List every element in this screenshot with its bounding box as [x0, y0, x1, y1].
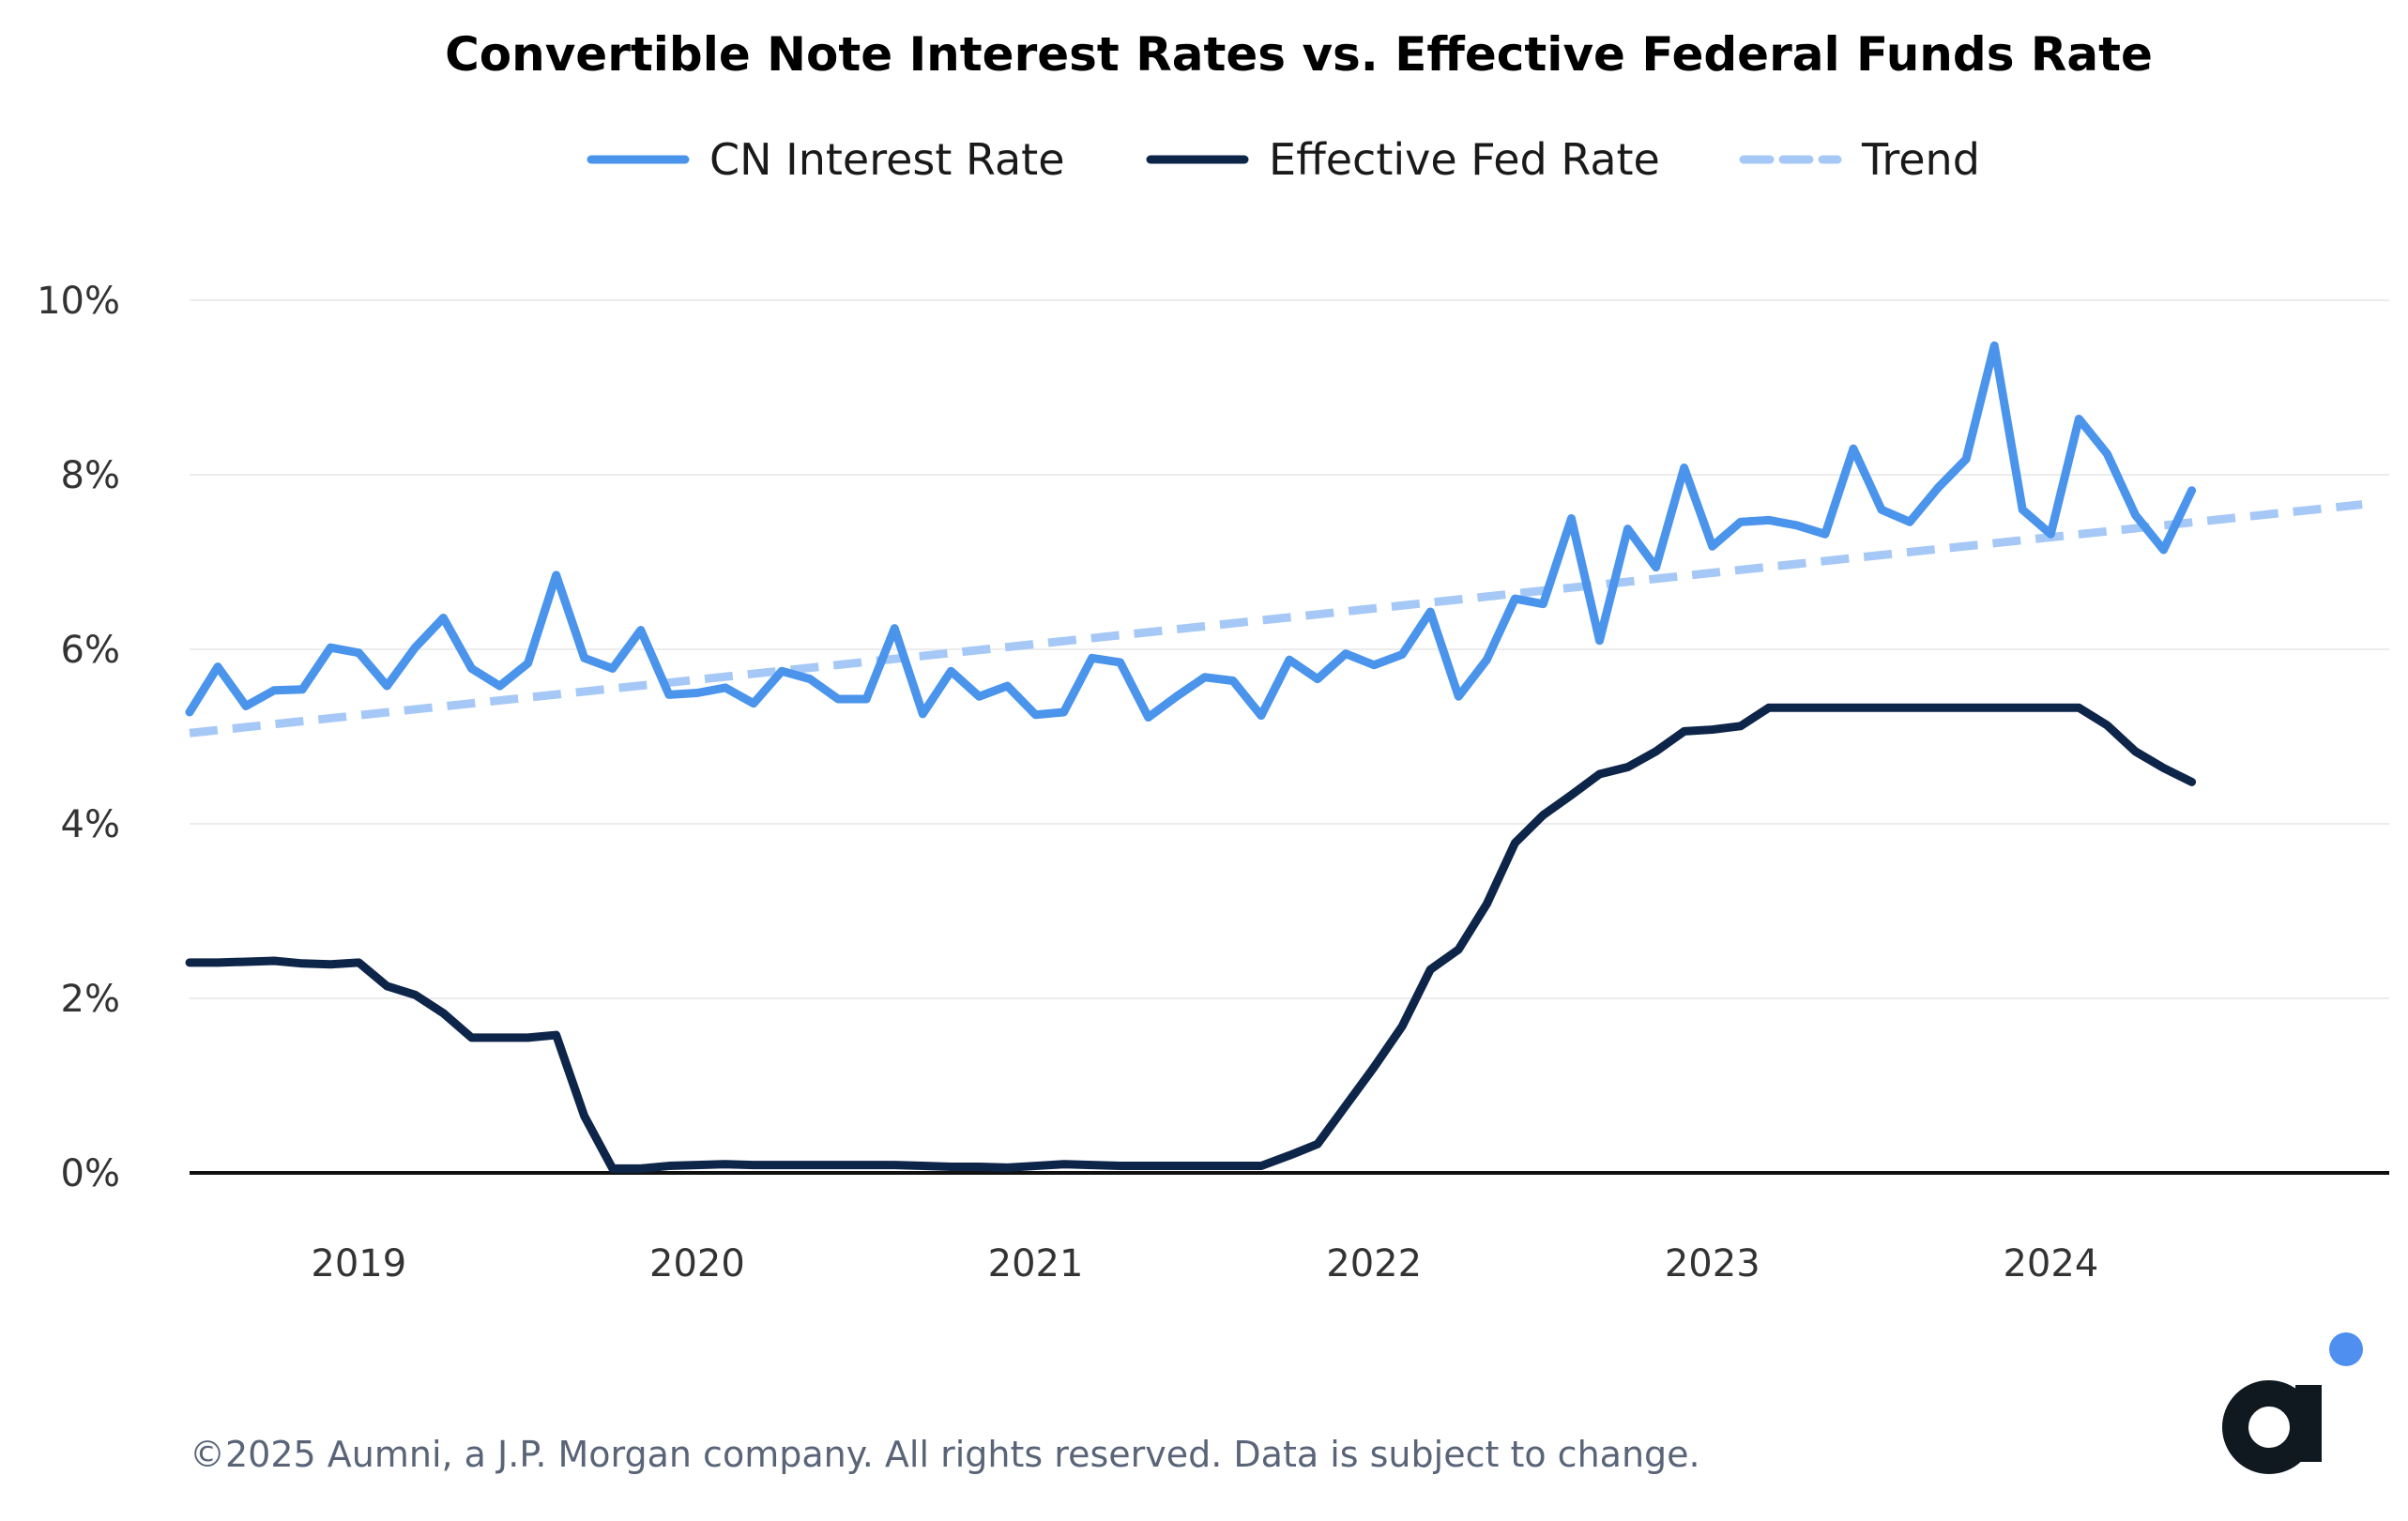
y-axis-tick-labels: 0% 2% 4% 6% 8% 10%: [37, 280, 120, 1195]
legend-item-trend[interactable]: Trend: [1739, 134, 1980, 185]
y-tick-label: 2%: [61, 978, 120, 1021]
legend-item-effective-fed-rate[interactable]: Effective Fed Rate: [1146, 134, 1660, 185]
legend-label-trend: Trend: [1861, 134, 1980, 185]
series-line-cn-interest-rate[interactable]: [185, 341, 2197, 722]
series-lines: [185, 341, 2363, 1173]
x-tick-label: 2021: [988, 1242, 1084, 1285]
legend-label-cn-interest-rate: CN Interest Rate: [709, 134, 1065, 185]
logo-letter-bowl: [2222, 1380, 2316, 1474]
y-tick-label: 10%: [37, 280, 120, 323]
y-tick-label: 8%: [61, 454, 120, 497]
gridlines: [190, 299, 2389, 999]
x-axis-tick-labels: 2019 2020 2021 2022 2023 2024: [311, 1242, 2098, 1285]
x-tick-label: 2022: [1326, 1242, 1422, 1285]
x-tick-label: 2019: [311, 1242, 406, 1285]
chart-title: Convertible Note Interest Rates vs. Effe…: [445, 27, 2153, 82]
legend-label-effective-fed-rate: Effective Fed Rate: [1269, 134, 1660, 185]
x-tick-label: 2023: [1665, 1242, 1760, 1285]
logo-dot: [2329, 1332, 2363, 1366]
legend: CN Interest Rate Effective Fed Rate Tren…: [587, 134, 1980, 185]
legend-item-cn-interest-rate[interactable]: CN Interest Rate: [587, 134, 1065, 185]
x-tick-label: 2024: [2003, 1242, 2098, 1285]
aumni-logo: [2222, 1332, 2363, 1474]
y-tick-label: 6%: [61, 629, 120, 672]
series-line-trend[interactable]: [189, 500, 2363, 738]
series-line-effective-fed-rate[interactable]: [185, 703, 2197, 1173]
footer-copyright: ©2025 Aumni, a J.P. Morgan company. All …: [190, 1434, 1700, 1475]
logo-letter-stem: [2295, 1385, 2322, 1462]
x-tick-label: 2020: [649, 1242, 745, 1285]
y-tick-label: 0%: [61, 1152, 120, 1195]
y-tick-label: 4%: [61, 803, 120, 846]
